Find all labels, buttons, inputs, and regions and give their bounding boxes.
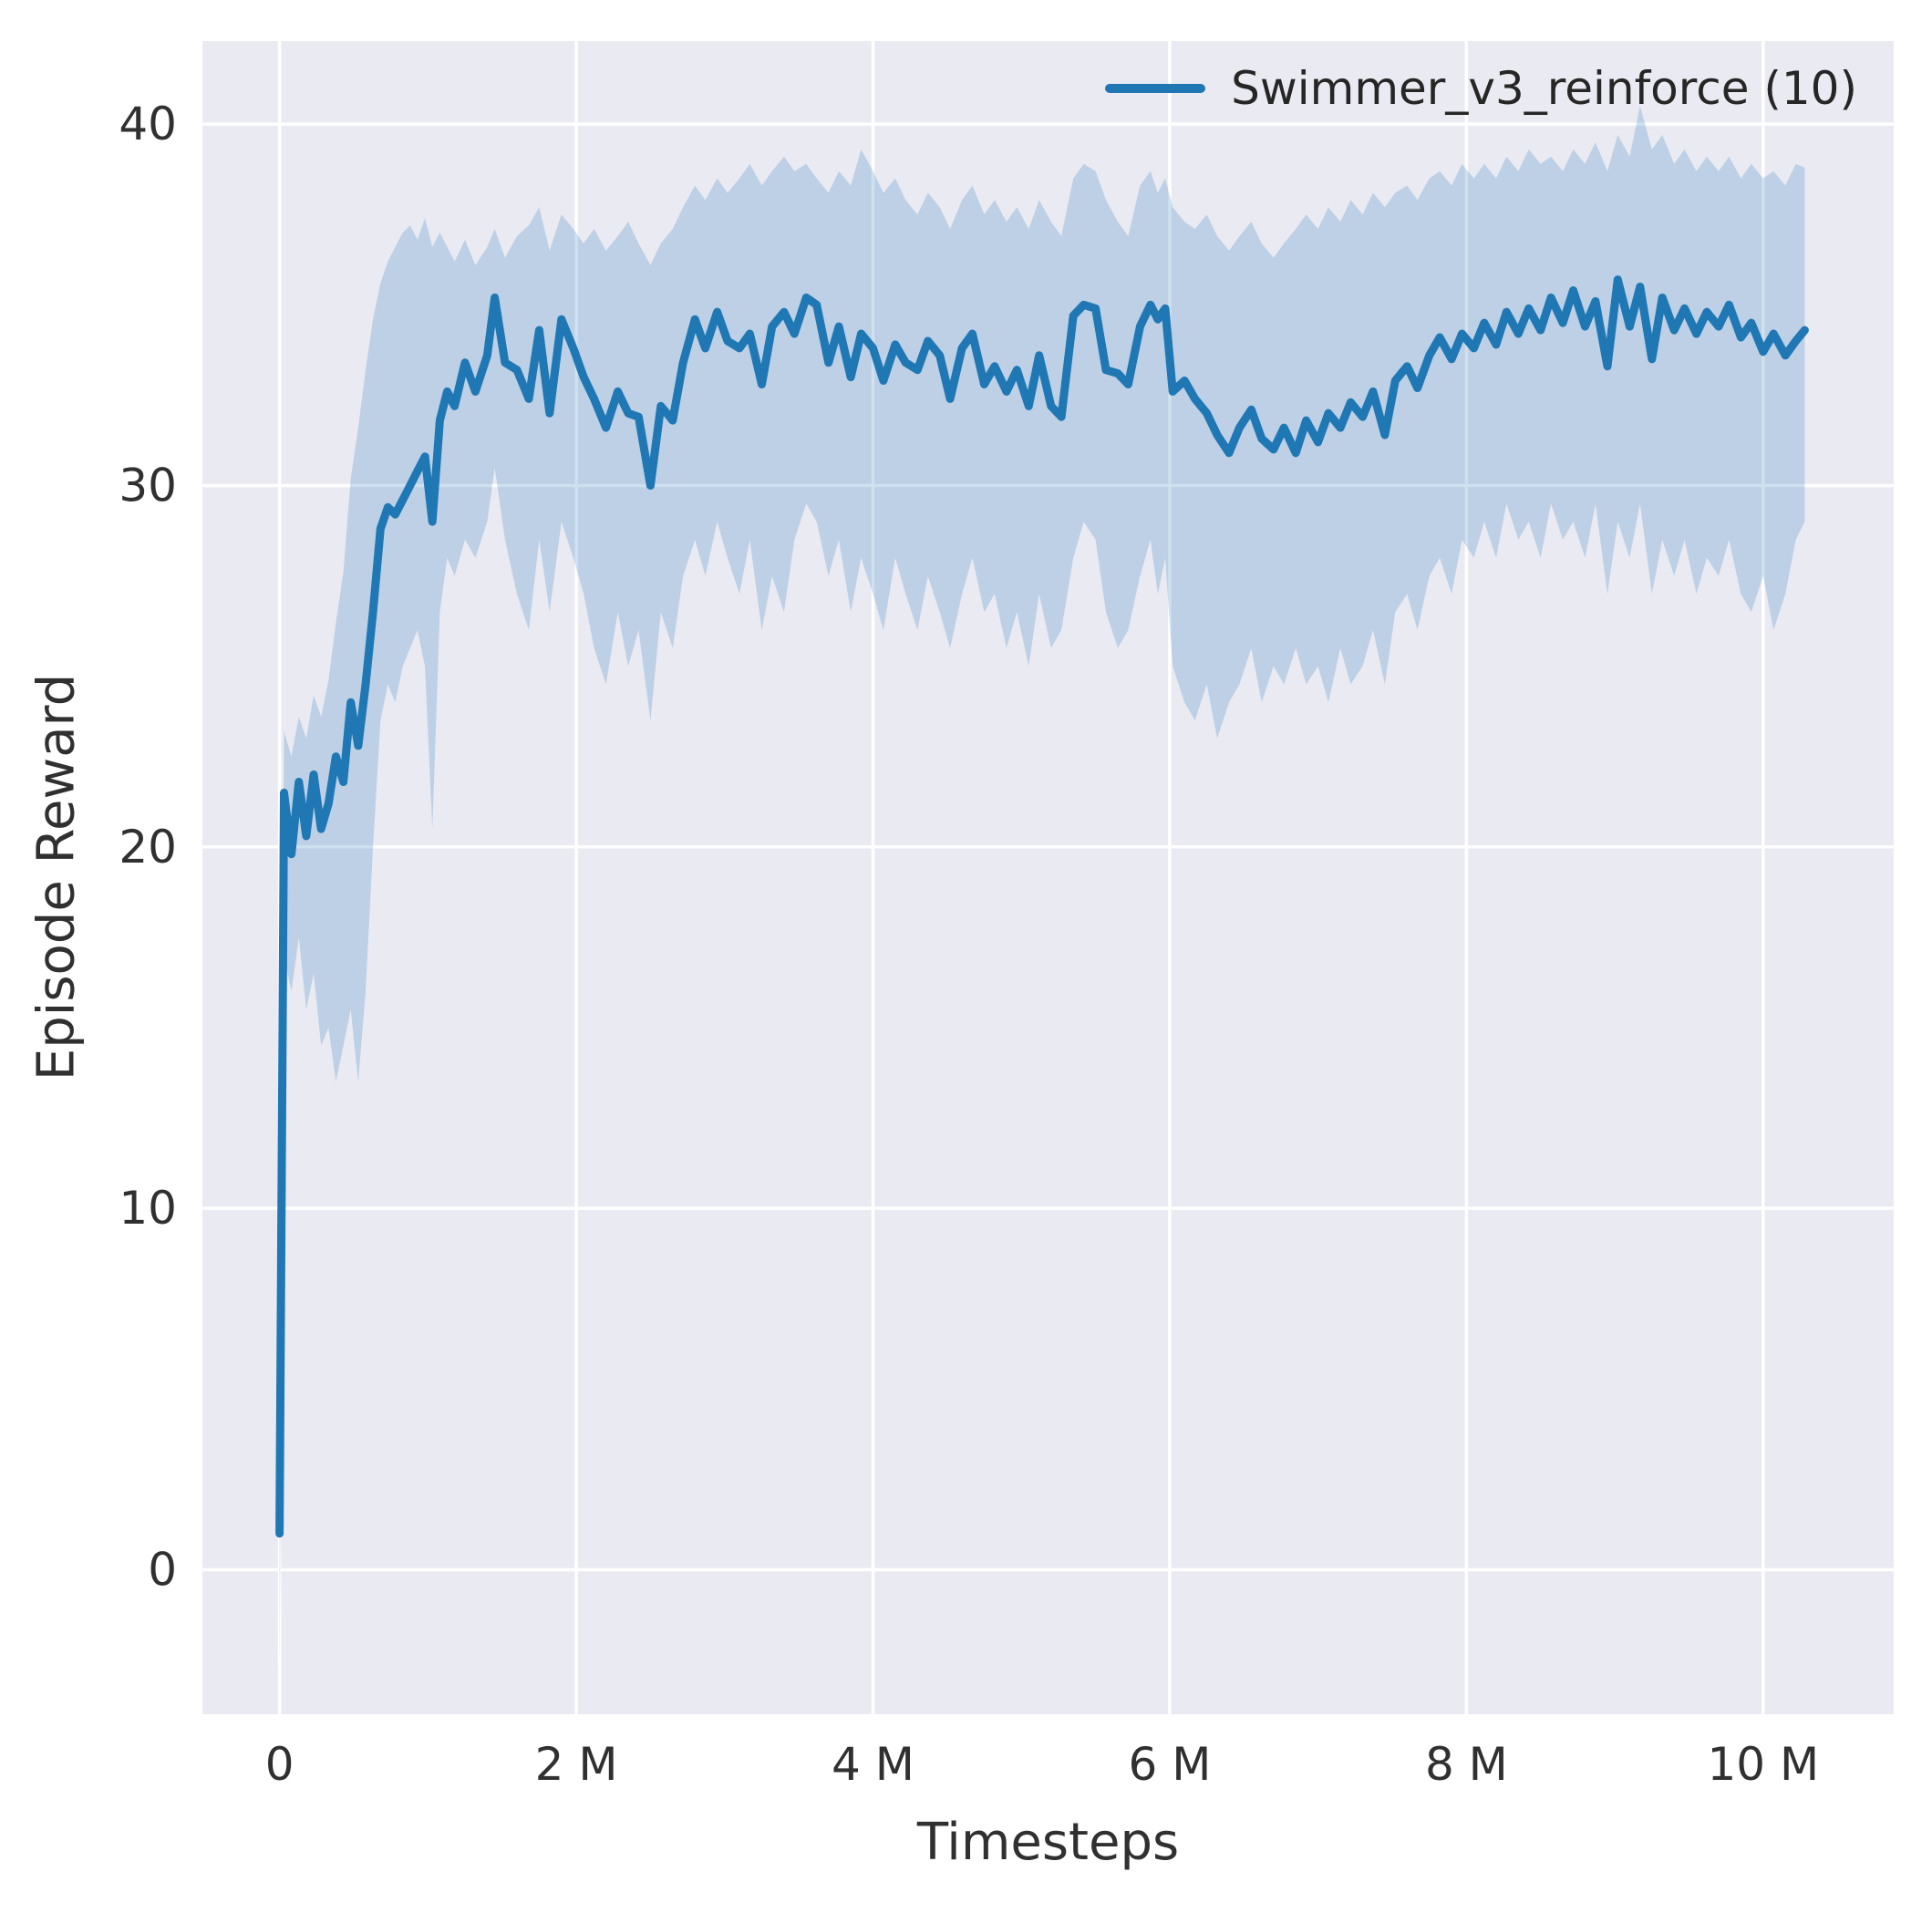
x-tick-label: 6 M xyxy=(1129,1738,1212,1791)
confidence-band xyxy=(279,106,1805,1671)
y-tick-label: 40 xyxy=(119,98,177,150)
y-tick-label: 20 xyxy=(119,821,177,874)
x-tick-label: 8 M xyxy=(1425,1738,1508,1791)
x-axis-label: Timesteps xyxy=(916,1813,1180,1872)
grid xyxy=(202,41,1894,1714)
y-tick-label: 10 xyxy=(119,1182,177,1235)
y-tick-label: 30 xyxy=(119,459,177,512)
x-tick-label: 10 M xyxy=(1707,1738,1819,1791)
y-axis-label: Episode Reward xyxy=(26,673,87,1081)
legend-label: Swimmer_v3_reinforce (10) xyxy=(1231,62,1857,115)
legend: Swimmer_v3_reinforce (10) xyxy=(1105,62,1857,115)
mean-line xyxy=(275,275,1809,1538)
x-tick-label: 0 xyxy=(265,1738,294,1791)
x-tick-label: 2 M xyxy=(535,1738,618,1791)
y-tick-label: 0 xyxy=(148,1543,177,1596)
x-tick-label: 4 M xyxy=(832,1738,914,1791)
legend-line-sample xyxy=(1105,84,1206,93)
